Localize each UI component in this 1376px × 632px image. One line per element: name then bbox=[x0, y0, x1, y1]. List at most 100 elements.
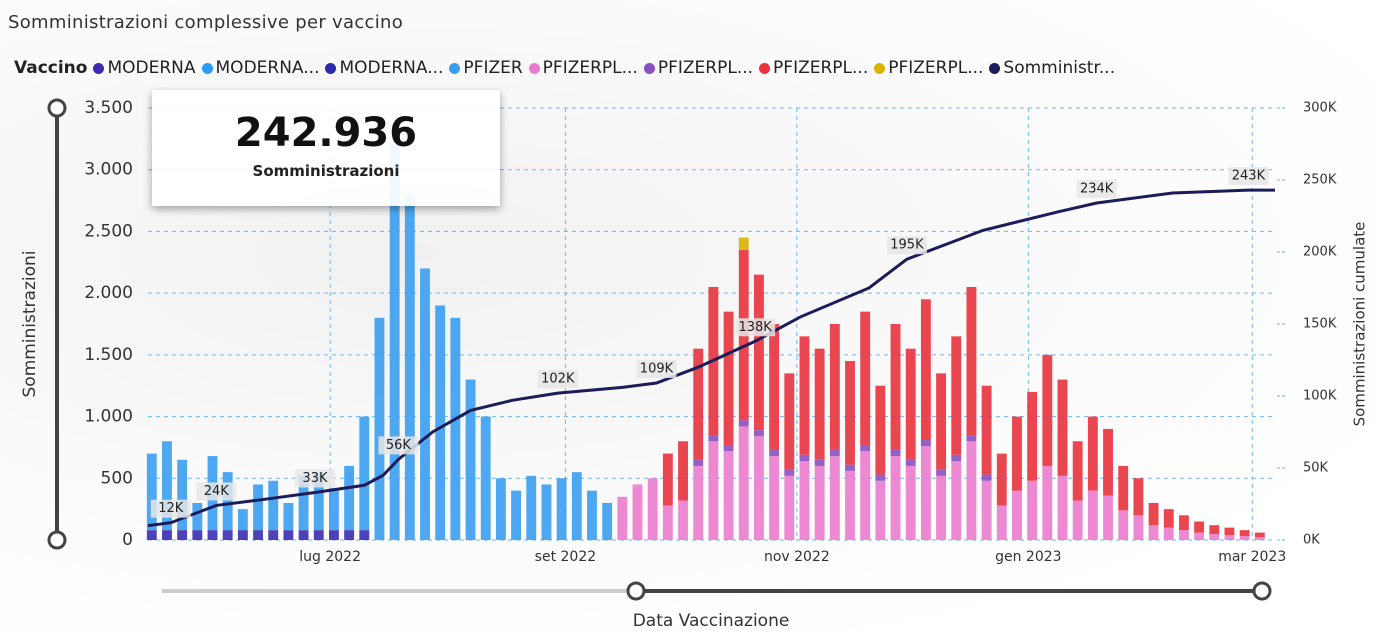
y-slider-handle[interactable] bbox=[47, 530, 67, 550]
x-tick-label: set 2022 bbox=[535, 549, 596, 565]
data-label-bg bbox=[150, 499, 191, 518]
bar-segment bbox=[1239, 530, 1250, 537]
legend-item[interactable]: PFIZER bbox=[449, 58, 523, 78]
y-slider-handle[interactable] bbox=[47, 98, 67, 118]
bar-segment bbox=[920, 446, 931, 540]
y-tick-label: 2.000 bbox=[84, 283, 133, 303]
bar-segment bbox=[1087, 416, 1098, 491]
kpi-card: 242.936 Somministrazioni bbox=[152, 90, 500, 206]
legend-item[interactable]: PFIZERPL... bbox=[643, 58, 754, 78]
bar-segment bbox=[1103, 428, 1113, 496]
bar-segment bbox=[829, 324, 840, 450]
y2-tick-label: 50K bbox=[1303, 461, 1329, 476]
bar-segment bbox=[1209, 525, 1220, 535]
bar-segment bbox=[1133, 515, 1144, 540]
y2-tick-label: 150K bbox=[1303, 317, 1337, 332]
bar-segment bbox=[207, 530, 218, 540]
kpi-label: Somministrazioni bbox=[252, 162, 400, 180]
bar-segment bbox=[146, 530, 157, 540]
legend-item[interactable]: MODERNA bbox=[93, 58, 196, 78]
bar-segment bbox=[1194, 521, 1205, 533]
bar-segment bbox=[450, 317, 461, 540]
bar-segment bbox=[738, 420, 749, 427]
bar-segment bbox=[875, 474, 886, 481]
legend-label: MODERNA... bbox=[215, 58, 320, 78]
bar-segment bbox=[951, 454, 962, 462]
legend-item[interactable]: PFIZERPL... bbox=[874, 58, 983, 78]
bar-segment bbox=[678, 441, 688, 501]
bar-segment bbox=[1057, 475, 1068, 540]
bar-segment bbox=[829, 449, 840, 457]
bar-segment bbox=[237, 530, 248, 540]
legend-item[interactable]: MODERNA... bbox=[201, 58, 320, 78]
bar-segment bbox=[480, 416, 491, 540]
y-tick-label: 500 bbox=[101, 468, 133, 488]
legend-marker bbox=[643, 62, 655, 74]
visual-title: Somministrazioni complessive per vaccino bbox=[8, 12, 404, 33]
bar-segment bbox=[632, 484, 643, 540]
bar-segment bbox=[951, 336, 962, 455]
bar-segment bbox=[283, 502, 294, 531]
bar-segment bbox=[1027, 391, 1038, 481]
bar-segment bbox=[268, 530, 279, 540]
bar-segment bbox=[814, 348, 825, 460]
bar-segment bbox=[298, 475, 309, 531]
legend-marker bbox=[528, 62, 540, 74]
x-tick-label: mar 2023 bbox=[1218, 549, 1286, 565]
bar-segment bbox=[769, 456, 780, 540]
bar-segment bbox=[784, 469, 795, 476]
x-tick-label: lug 2022 bbox=[299, 549, 361, 565]
x-slider-handle[interactable] bbox=[1252, 581, 1272, 601]
data-label-bg bbox=[378, 436, 419, 455]
bar-segment bbox=[465, 379, 476, 540]
bar-segment bbox=[222, 472, 233, 531]
bar-segment bbox=[678, 500, 688, 540]
bar-segment bbox=[1118, 465, 1129, 511]
bar-segment bbox=[344, 530, 355, 540]
bar-segment bbox=[359, 530, 370, 540]
y-axis-title: Somministrazioni bbox=[20, 250, 40, 397]
y2-tick-label: 0K bbox=[1303, 533, 1320, 548]
bar-segment bbox=[845, 470, 855, 540]
legend-label: MODERNA bbox=[107, 58, 196, 78]
y-tick-label: 1.500 bbox=[84, 345, 133, 365]
legend-item[interactable]: PFIZERPL... bbox=[528, 58, 638, 78]
bar-segment bbox=[860, 311, 871, 445]
bar-segment bbox=[313, 472, 324, 531]
legend-label: PFIZERPL... bbox=[657, 58, 754, 78]
bar-segment bbox=[1224, 535, 1235, 540]
bar-segment bbox=[738, 426, 749, 540]
legend-item[interactable]: MODERNA... bbox=[325, 58, 443, 78]
bar-segment bbox=[966, 435, 977, 442]
legend-title: Vaccino bbox=[14, 58, 88, 78]
bar-segment bbox=[1027, 480, 1038, 540]
bar-segment bbox=[753, 274, 764, 431]
y-tick-label: 0 bbox=[122, 530, 133, 550]
bar-segment bbox=[875, 480, 886, 540]
bar-segment bbox=[845, 464, 855, 471]
y2-axis-title: Somministrazioni cumulate bbox=[1351, 222, 1369, 427]
bar-segment bbox=[753, 436, 764, 540]
legend-marker bbox=[325, 62, 337, 74]
legend-item[interactable]: Somministr... bbox=[989, 58, 1115, 78]
data-label-bg bbox=[294, 469, 335, 488]
bar-segment bbox=[723, 444, 734, 452]
legend-label: MODERNA... bbox=[339, 58, 444, 78]
bar-segment bbox=[723, 311, 734, 445]
bar-segment bbox=[1103, 495, 1113, 540]
legend-marker bbox=[449, 62, 461, 74]
bar-segment bbox=[799, 461, 810, 540]
bar-segment bbox=[814, 465, 825, 540]
data-label: 12K bbox=[158, 501, 184, 516]
legend-item[interactable]: PFIZERPL... bbox=[759, 58, 868, 78]
legend-marker bbox=[874, 62, 886, 74]
legend-label: PFIZERPL... bbox=[542, 58, 638, 78]
x-slider-handle[interactable] bbox=[626, 581, 646, 601]
bar-segment bbox=[784, 373, 795, 470]
bar-segment bbox=[905, 459, 916, 466]
legend-marker bbox=[201, 62, 213, 74]
bar-segment bbox=[329, 488, 339, 531]
bar-segment bbox=[162, 530, 172, 540]
bar-segment bbox=[298, 530, 309, 540]
